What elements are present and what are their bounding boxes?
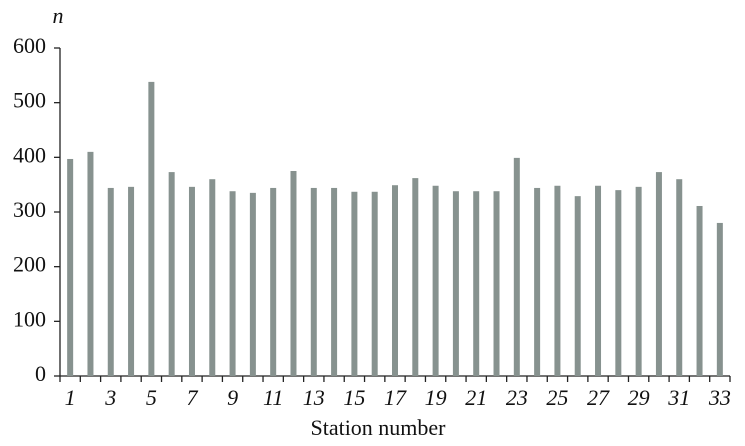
bar (615, 190, 622, 376)
bar (148, 81, 155, 376)
x-tick-label: 29 (628, 385, 650, 410)
x-tick-label: 19 (425, 385, 447, 410)
bar (290, 171, 297, 376)
bar (716, 222, 723, 376)
bar (331, 187, 338, 376)
x-tick-label: 33 (708, 385, 731, 410)
bar (655, 172, 662, 376)
bar (534, 187, 541, 376)
bar (513, 157, 520, 376)
x-tick-label: 27 (587, 385, 610, 410)
x-tick-label: 13 (303, 385, 325, 410)
y-tick-label: 600 (13, 33, 46, 58)
y-tick-label: 500 (13, 88, 46, 113)
bar (574, 196, 581, 376)
x-tick-label: 7 (186, 385, 198, 410)
bar (310, 187, 317, 376)
x-tick-label: 23 (506, 385, 528, 410)
bar (554, 185, 561, 376)
x-tick-label: 9 (227, 385, 238, 410)
bar (392, 185, 398, 376)
bar (87, 151, 94, 376)
bar (270, 187, 277, 376)
y-tick-label: 100 (13, 306, 46, 331)
x-tick-label: 1 (65, 385, 76, 410)
bar (107, 187, 114, 376)
x-tick-label: 5 (146, 385, 157, 410)
bar (696, 205, 703, 376)
bar (351, 191, 358, 376)
x-tick-label: 15 (343, 385, 365, 410)
x-tick-label: 31 (667, 385, 690, 410)
y-tick-label: 200 (13, 252, 46, 277)
bar (67, 158, 74, 376)
bar (432, 185, 439, 376)
bar (412, 178, 419, 376)
bar (595, 185, 602, 376)
bar (452, 191, 459, 376)
x-tick-label: 11 (263, 385, 283, 410)
bar (676, 179, 683, 376)
x-tick-label: 21 (465, 385, 487, 410)
bar (249, 192, 256, 376)
bar (473, 191, 480, 376)
x-tick-label: 25 (546, 385, 568, 410)
x-tick-label: 3 (104, 385, 116, 410)
bar (635, 186, 642, 376)
bar (128, 186, 135, 376)
y-tick-label: 300 (13, 197, 46, 222)
bar (188, 186, 195, 376)
bar (168, 172, 175, 376)
bar (229, 191, 236, 376)
bar (209, 179, 216, 376)
bar (493, 191, 500, 376)
y-tick-label: 0 (35, 361, 46, 386)
y-tick-label: 400 (13, 142, 46, 167)
y-axis-label: n (53, 3, 64, 28)
x-tick-label: 17 (384, 385, 407, 410)
bar (371, 191, 378, 376)
x-axis-label: Station number (310, 415, 446, 440)
